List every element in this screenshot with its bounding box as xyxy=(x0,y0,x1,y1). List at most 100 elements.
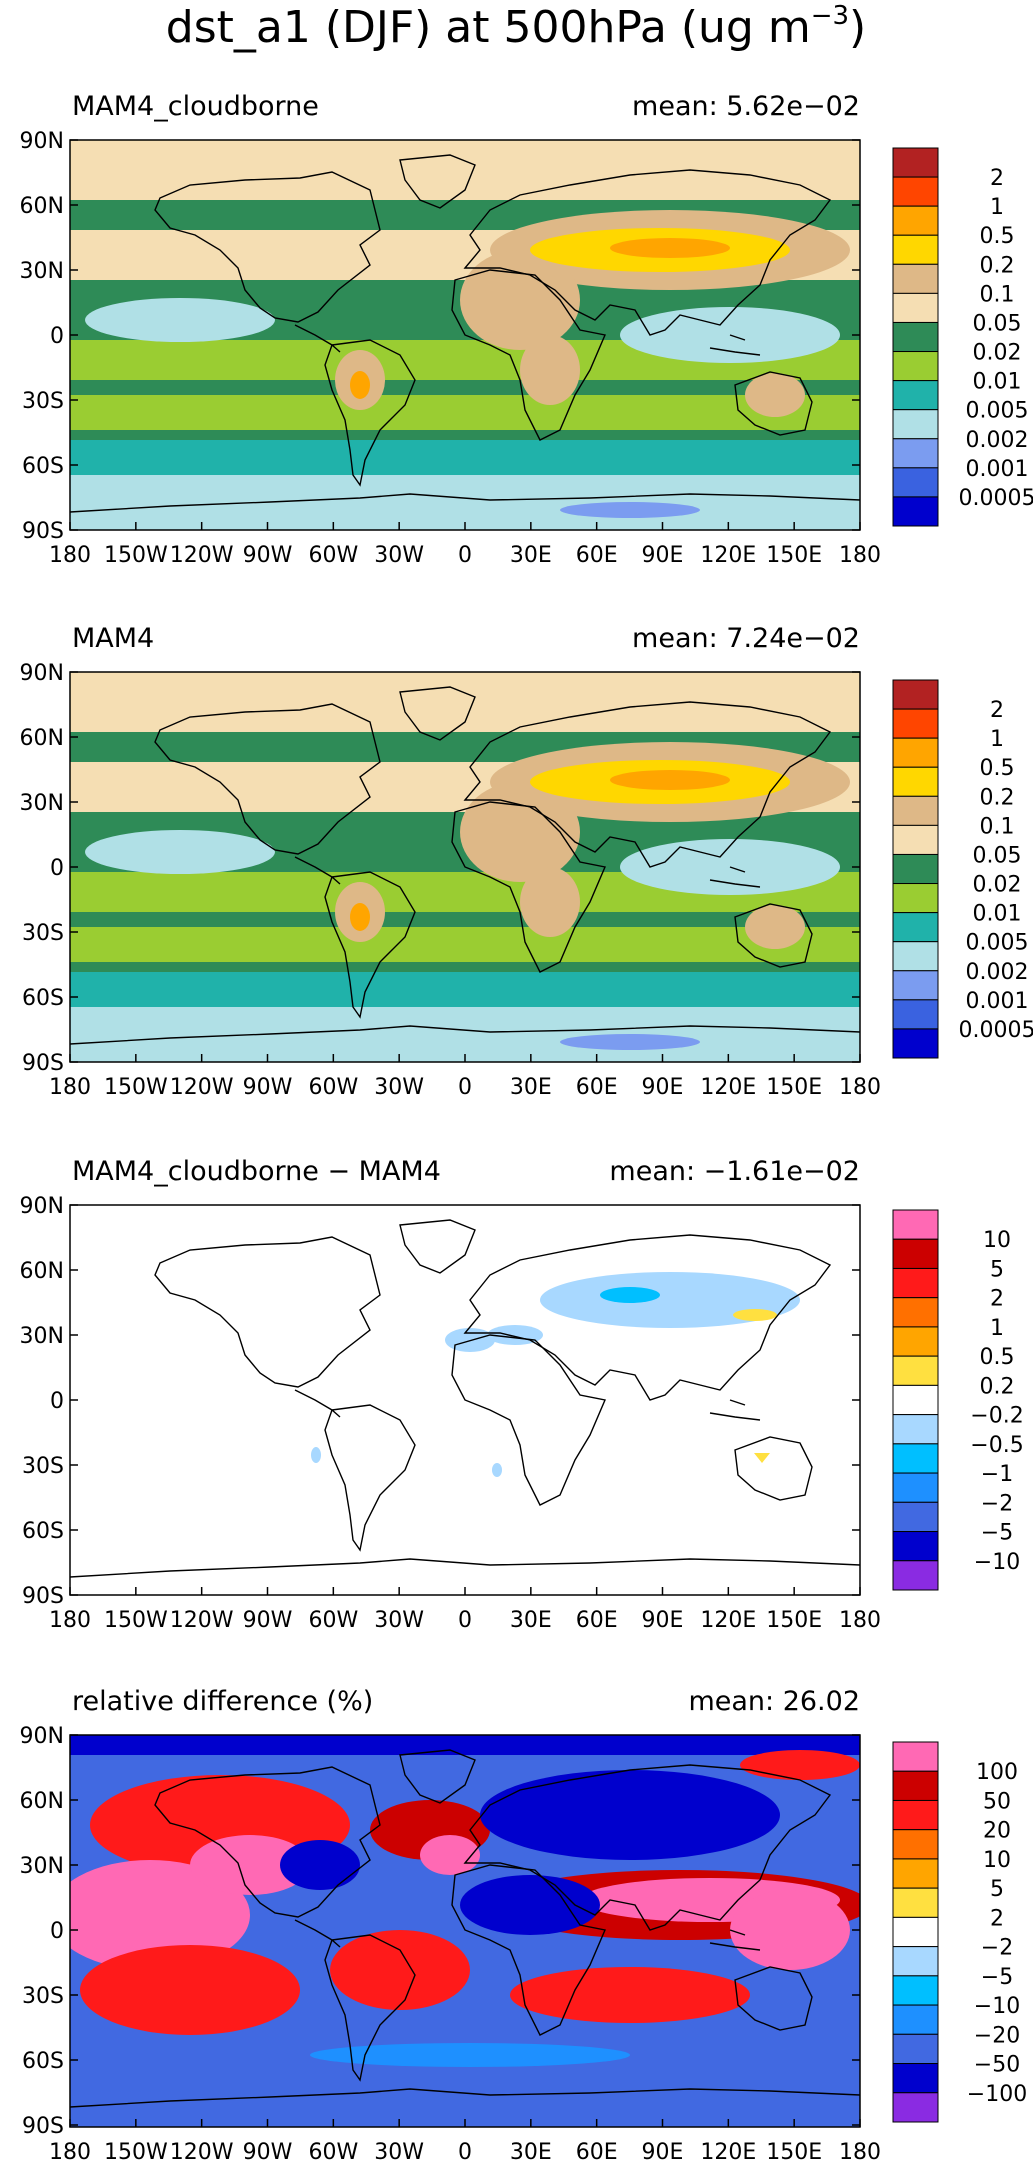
legend-label: −2 xyxy=(981,1491,1013,1516)
lat-label: 90N xyxy=(20,1724,64,1749)
legend-label: −0.5 xyxy=(970,1433,1023,1458)
lon-label: 0 xyxy=(458,1608,472,1633)
legend-swatch xyxy=(892,467,939,498)
lon-label: 180 xyxy=(839,1075,881,1100)
lon-label: 180 xyxy=(49,1075,91,1100)
lat-label: 30N xyxy=(20,1854,64,1879)
legend-swatch xyxy=(892,2063,939,2094)
lon-label: 150E xyxy=(766,1075,822,1100)
lat-label: 30S xyxy=(22,1984,64,2009)
lon-label: 30W xyxy=(374,1075,424,1100)
lat-axis: 90N 60N 30N 0 30S 60S 90S xyxy=(20,1194,860,1609)
lon-label: 90W xyxy=(243,543,293,568)
lon-label: 30E xyxy=(510,543,552,568)
lat-label: 30N xyxy=(20,259,64,284)
legend-label: 0.1 xyxy=(980,282,1015,307)
legend-swatch xyxy=(892,970,939,1001)
lon-label: 90E xyxy=(642,2140,684,2165)
legend-label: 0.0005 xyxy=(959,486,1033,511)
lon-label: 180 xyxy=(49,543,91,568)
legend-swatch xyxy=(892,351,939,382)
legend-label: 0.5 xyxy=(980,1345,1015,1370)
legend-swatch xyxy=(892,1209,939,1240)
legend-label: 10 xyxy=(983,1848,1011,1873)
legend-swatch xyxy=(892,1531,939,1562)
lon-label: 90E xyxy=(642,1075,684,1100)
lat-label: 30N xyxy=(20,1324,64,1349)
lat-label: 30S xyxy=(22,389,64,414)
lat-label: 60S xyxy=(22,454,64,479)
lon-label: 60W xyxy=(308,2140,358,2165)
lat-label: 90N xyxy=(20,129,64,154)
legend-label: −1 xyxy=(981,1462,1013,1487)
legend-swatch xyxy=(892,321,939,353)
legend-swatch xyxy=(892,766,939,797)
legend-label: 20 xyxy=(983,1819,1011,1844)
legend-label: 10 xyxy=(983,1228,1011,1253)
panel-title: relative difference (%) xyxy=(72,1686,373,1717)
legend: 100 50 20 10 5 2 −2 −5 −10 −20 −50 −100 xyxy=(892,1741,1027,2123)
lon-label: 30E xyxy=(510,1608,552,1633)
legend-swatch xyxy=(892,1858,939,1889)
lon-label: 150E xyxy=(766,543,822,568)
lon-label: 90W xyxy=(243,1608,293,1633)
legend-label: 0.005 xyxy=(966,931,1029,956)
lon-label: 30E xyxy=(510,1075,552,1100)
lon-label: 150W xyxy=(104,2140,168,2165)
legend-label: 5 xyxy=(990,1877,1004,1902)
lat-label: 0 xyxy=(50,324,64,349)
legend-label: −5 xyxy=(981,1521,1013,1546)
lat-label: 30S xyxy=(22,1454,64,1479)
map-field xyxy=(70,1735,860,2127)
lat-label: 0 xyxy=(50,856,64,881)
legend-label: −5 xyxy=(981,1965,1013,1990)
legend-label: 2 xyxy=(990,166,1004,191)
lon-label: 150E xyxy=(766,2140,822,2165)
lon-label: 90E xyxy=(642,543,684,568)
lon-label: 60W xyxy=(308,1608,358,1633)
legend-label: 1 xyxy=(990,195,1004,220)
legend-swatch xyxy=(892,1946,939,1977)
lat-label: 90N xyxy=(20,661,64,686)
lon-label: 30E xyxy=(510,2140,552,2165)
lat-label: 0 xyxy=(50,1389,64,1414)
legend-swatch xyxy=(892,1975,939,2006)
map-field xyxy=(70,1205,860,1595)
legend-swatch xyxy=(892,205,939,236)
map-field xyxy=(70,140,860,530)
lon-label: 180 xyxy=(49,2140,91,2165)
legend-swatch xyxy=(892,679,939,710)
legend-swatch xyxy=(892,1916,939,1948)
figure-title: dst_a1 (DJF) at 500hPa (ug m−3) xyxy=(166,1,866,53)
legend-swatch xyxy=(892,176,939,207)
legend-swatch xyxy=(892,1267,939,1299)
legend-label: 0.02 xyxy=(973,341,1022,366)
lat-label: 60N xyxy=(20,1789,64,1814)
legend: 2 1 0.5 0.2 0.1 0.05 0.02 0.01 0.005 0.002 0.001 0.… xyxy=(892,147,1033,527)
lon-label: 180 xyxy=(839,2140,881,2165)
legend-swatch xyxy=(892,1355,939,1386)
legend-swatch xyxy=(892,2092,939,2123)
legend-swatch xyxy=(892,234,939,265)
lat-label: 90S xyxy=(22,1051,64,1076)
legend-label: −20 xyxy=(974,2023,1020,2048)
map-field xyxy=(70,672,860,1062)
panel-mam4: MAM4 mean: 7.24e−02 90N60N30N030S60S90S … xyxy=(20,623,1033,1100)
lon-label: 150W xyxy=(104,1608,168,1633)
lon-label: 0 xyxy=(458,1075,472,1100)
lon-label: 0 xyxy=(458,2140,472,2165)
legend-label: 0.5 xyxy=(980,756,1015,781)
lon-label: 90E xyxy=(642,1608,684,1633)
lat-axis: 90N 60N 30N 0 30S 60S 90S xyxy=(20,1724,860,2139)
lon-label: 90W xyxy=(243,1075,293,1100)
legend-label: −50 xyxy=(974,2053,1020,2078)
legend-swatch xyxy=(892,147,939,178)
legend-swatch xyxy=(892,941,939,972)
legend-label: 5 xyxy=(990,1257,1004,1282)
lat-label: 60S xyxy=(22,986,64,1011)
legend-swatch xyxy=(892,1384,939,1416)
legend-swatch xyxy=(892,912,939,943)
legend-label: −2 xyxy=(981,1936,1013,1961)
lat-label: 60N xyxy=(20,1259,64,1284)
